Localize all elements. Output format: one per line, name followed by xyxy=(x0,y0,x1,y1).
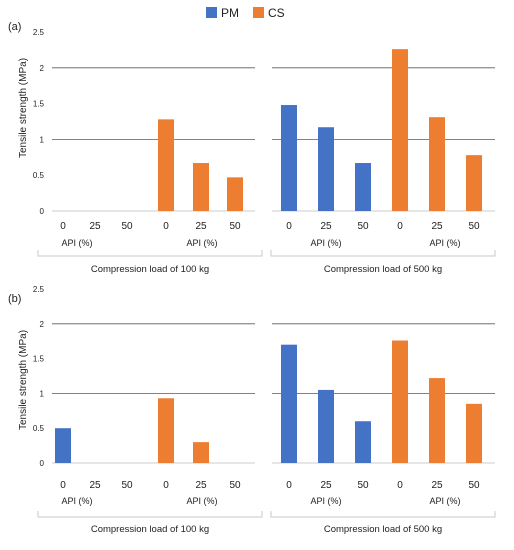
x-tick-label: 50 xyxy=(357,480,369,491)
y-tick-label: 1.5 xyxy=(33,100,45,109)
panel-a-load-label-500kg: Compression load of 500 kg xyxy=(324,264,442,275)
x-tick-label: 0 xyxy=(397,480,403,491)
panel-a-ylabel: Tensile strength (MPa) xyxy=(18,58,29,158)
legend-swatch-pm xyxy=(206,7,217,18)
panel-a-subgroup-label: API (%) xyxy=(429,238,460,248)
bar-cs xyxy=(227,177,243,211)
x-tick-label: 50 xyxy=(121,221,133,232)
bar-cs xyxy=(466,403,482,463)
bar-pm xyxy=(318,389,334,463)
panel-b-load-label-100kg: Compression load of 100 kg xyxy=(91,524,209,535)
panel-b-bracket-100kg xyxy=(37,511,263,518)
x-tick-label: 25 xyxy=(89,480,101,491)
panel-a-subgroup-label: API (%) xyxy=(186,238,217,248)
x-tick-label: 50 xyxy=(121,480,133,491)
x-tick-label: 50 xyxy=(229,480,241,491)
bar-cs xyxy=(466,155,482,211)
x-tick-label: 0 xyxy=(163,480,169,491)
y-tick-label: 2.5 xyxy=(33,28,45,37)
y-tick-label: 2 xyxy=(40,64,45,73)
panel-a-bracket-100kg xyxy=(37,250,263,257)
panel-a-group-labels: API (%) API (%) API (%) API (%) Compress… xyxy=(37,238,496,275)
x-tick-label: 50 xyxy=(357,221,369,232)
bar-cs xyxy=(158,398,174,463)
x-tick-label: 0 xyxy=(397,221,403,232)
bar-cs xyxy=(429,117,445,211)
panel-b-load-label-500kg: Compression load of 500 kg xyxy=(324,524,442,535)
bar-cs xyxy=(158,119,174,211)
x-tick-label: 0 xyxy=(163,221,169,232)
panel-a-plot: 0 0.5 1 1.5 2 2.5 0 25 50 0 25 50 0 25 50 0 25 50 xyxy=(33,28,495,232)
y-tick-label: 0.5 xyxy=(33,424,45,433)
bar-cs xyxy=(193,163,209,211)
panel-b-bracket-500kg xyxy=(270,511,496,518)
y-tick-label: 1 xyxy=(40,389,45,398)
bar-pm xyxy=(281,105,297,211)
bar-pm xyxy=(355,163,371,211)
panel-b-subgroup-label: API (%) xyxy=(61,496,92,506)
panel-a-subgroup-label: API (%) xyxy=(310,238,341,248)
bar-pm xyxy=(281,344,297,463)
y-tick-label: 0.5 xyxy=(33,171,45,180)
bar-cs xyxy=(392,49,408,212)
bar-cs xyxy=(429,378,445,463)
panel-b-group-labels: API (%) API (%) API (%) API (%) Compress… xyxy=(37,496,496,535)
bar-pm xyxy=(55,428,71,463)
legend-label-cs: CS xyxy=(268,6,285,20)
y-tick-label: 1.5 xyxy=(33,355,45,364)
x-tick-label: 25 xyxy=(320,480,332,491)
x-tick-label: 50 xyxy=(229,221,241,232)
x-tick-label: 0 xyxy=(60,221,66,232)
x-tick-label: 25 xyxy=(320,221,332,232)
x-tick-label: 50 xyxy=(468,480,480,491)
x-tick-label: 25 xyxy=(89,221,101,232)
x-tick-label: 25 xyxy=(195,480,207,491)
panel-b-subgroup-label: API (%) xyxy=(310,496,341,506)
y-tick-label: 1 xyxy=(40,135,45,144)
y-tick-label: 2.5 xyxy=(33,285,45,294)
x-tick-label: 25 xyxy=(431,221,443,232)
bar-pm xyxy=(355,421,371,463)
x-tick-label: 0 xyxy=(60,480,66,491)
panel-a-load-label-100kg: Compression load of 100 kg xyxy=(91,264,209,275)
bar-cs xyxy=(193,442,209,463)
x-tick-label: 0 xyxy=(286,480,292,491)
x-tick-label: 50 xyxy=(468,221,480,232)
panel-a-bracket-500kg xyxy=(270,250,496,257)
panel-a-subgroup-label: API (%) xyxy=(61,238,92,248)
panel-b-ylabel: Tensile strength (MPa) xyxy=(18,330,29,430)
y-tick-label: 2 xyxy=(40,320,45,329)
panel-b-subgroup-label: API (%) xyxy=(186,496,217,506)
x-tick-label: 0 xyxy=(286,221,292,232)
panel-b-subgroup-label: API (%) xyxy=(429,496,460,506)
x-tick-label: 25 xyxy=(431,480,443,491)
y-tick-label: 0 xyxy=(40,207,45,216)
legend-swatch-cs xyxy=(253,7,264,18)
panel-a-label: (a) xyxy=(8,21,21,33)
bar-cs xyxy=(392,340,408,463)
legend: PM CS xyxy=(206,6,285,20)
y-tick-label: 0 xyxy=(40,459,45,468)
bar-pm xyxy=(318,127,334,211)
panel-b-label: (b) xyxy=(8,293,21,305)
legend-label-pm: PM xyxy=(221,6,239,20)
x-tick-label: 25 xyxy=(195,221,207,232)
panel-b-plot: 0 0.5 1 1.5 2 2.5 0 25 50 0 25 50 0 25 50 0 25 50 xyxy=(33,285,495,491)
